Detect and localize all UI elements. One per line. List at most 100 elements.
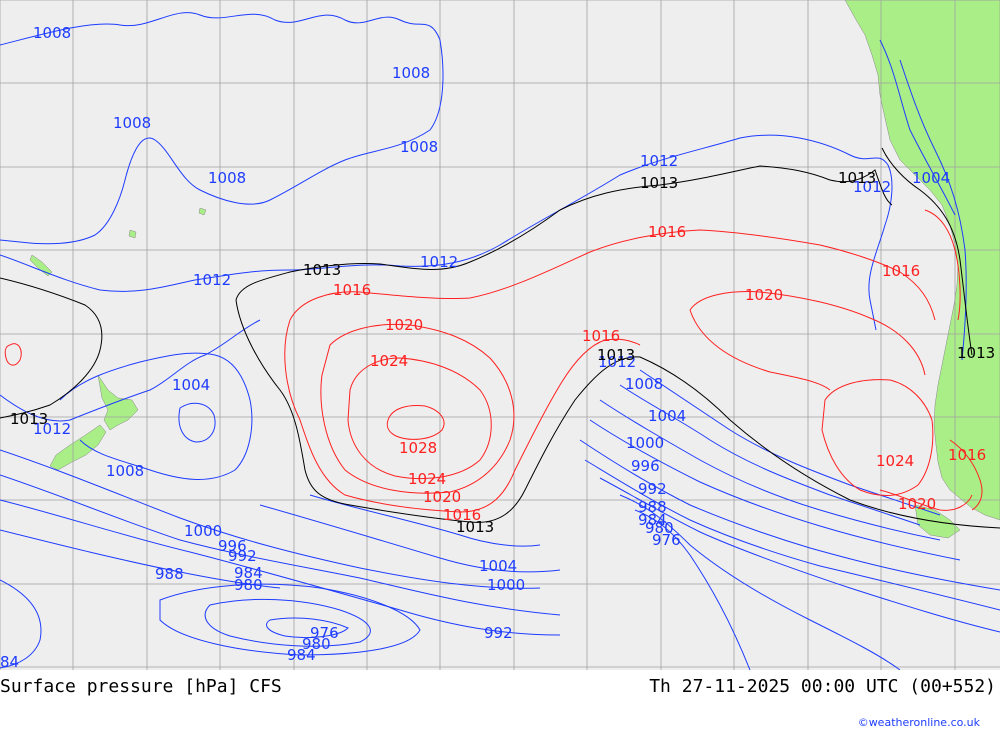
land-new-zealand-north bbox=[97, 374, 139, 431]
label-1004: 1004 bbox=[912, 169, 950, 187]
isobar-984-south bbox=[159, 583, 421, 656]
isobar-1016-chile bbox=[924, 209, 961, 321]
label-1028: 1028 bbox=[399, 439, 437, 457]
ocean-background bbox=[0, 0, 1000, 670]
isobar-1013-west bbox=[0, 277, 103, 419]
label-1013: 1013 bbox=[957, 344, 995, 362]
label-1008: 1008 bbox=[625, 375, 663, 393]
isobar-996-south bbox=[0, 474, 561, 616]
label-1008: 1008 bbox=[113, 114, 151, 132]
label-1024: 1024 bbox=[876, 452, 914, 470]
label-1013: 1013 bbox=[456, 518, 494, 536]
map-svg: 60E170E180170W160W150W140W130W120W110W10… bbox=[0, 0, 1000, 670]
label-984: 984 bbox=[287, 646, 316, 664]
label-1024: 1024 bbox=[370, 352, 408, 370]
isobar-1012-north bbox=[0, 134, 893, 331]
isobar-1020-east-loop bbox=[689, 309, 831, 391]
isobar-1008-east bbox=[639, 369, 941, 516]
isobar-1004-east bbox=[619, 384, 921, 526]
chart-title: Surface pressure [hPa] CFS bbox=[0, 676, 282, 697]
label-1008: 1008 bbox=[392, 64, 430, 82]
isobar-1004-south bbox=[259, 504, 561, 573]
label-1013: 1013 bbox=[640, 174, 678, 192]
label-984: 984 bbox=[638, 511, 667, 529]
isobar-992-south bbox=[0, 499, 561, 636]
isobar-labels: 1008 1008 1008 1008 1008 1008 1008 1012 … bbox=[0, 24, 995, 670]
isobar-1000-south bbox=[0, 449, 541, 589]
label-1008: 1008 bbox=[33, 24, 71, 42]
isobar-1008-andes bbox=[879, 39, 956, 216]
isobar-1020-patagonia bbox=[879, 489, 973, 511]
isobar-1016-patagonia bbox=[949, 439, 983, 511]
label-984: 984 bbox=[234, 564, 263, 582]
label-1004: 1004 bbox=[648, 407, 686, 425]
label-1013: 1013 bbox=[10, 410, 48, 428]
label-1013: 1013 bbox=[838, 169, 876, 187]
isobars-reference bbox=[0, 147, 1000, 529]
label-1020: 1020 bbox=[423, 488, 461, 506]
label-1000: 1000 bbox=[487, 576, 525, 594]
label-1020: 1020 bbox=[385, 316, 423, 334]
label-1000: 1000 bbox=[184, 522, 222, 540]
land-south-america bbox=[844, 0, 1000, 521]
isobar-1013-center bbox=[235, 299, 1000, 529]
label-980: 980 bbox=[645, 519, 674, 537]
label-976: 976 bbox=[310, 624, 339, 642]
label-996: 996 bbox=[218, 537, 247, 555]
isobar-996-east bbox=[589, 419, 961, 561]
isobar-1024-east bbox=[821, 379, 934, 496]
isobar-988-east bbox=[584, 459, 1000, 611]
label-1012: 1012 bbox=[193, 271, 231, 289]
isobar-1024-central bbox=[347, 357, 492, 480]
label-980: 980 bbox=[302, 635, 331, 653]
label-992: 992 bbox=[228, 547, 257, 565]
label-1020: 1020 bbox=[745, 286, 783, 304]
label-988: 988 bbox=[638, 498, 667, 516]
land-new-caledonia bbox=[29, 254, 53, 277]
label-1016: 1016 bbox=[648, 223, 686, 241]
isobar-1008-northwest bbox=[0, 12, 444, 245]
lat-lon-grid bbox=[0, 0, 1000, 670]
isobar-1020-east bbox=[689, 291, 926, 376]
isobar-1008-south bbox=[309, 494, 541, 547]
label-1013: 1013 bbox=[303, 261, 341, 279]
label-1000: 1000 bbox=[626, 434, 664, 452]
isobar-976-south bbox=[266, 617, 349, 639]
isobar-984-southwest bbox=[0, 579, 42, 669]
label-1008: 1008 bbox=[208, 169, 246, 187]
isobar-984-east bbox=[599, 477, 1000, 633]
label-1016: 1016 bbox=[882, 262, 920, 280]
label-1016: 1016 bbox=[582, 327, 620, 345]
land-vanuatu bbox=[128, 229, 137, 239]
label-988: 988 bbox=[155, 565, 184, 583]
isobar-1004-nz-low bbox=[178, 402, 216, 443]
label-1020: 1020 bbox=[898, 495, 936, 513]
pressure-map: 60E170E180170W160W150W140W130W120W110W10… bbox=[0, 0, 1000, 670]
land-fiji bbox=[198, 207, 207, 216]
land-new-zealand-south bbox=[49, 424, 107, 471]
label-1012: 1012 bbox=[33, 420, 71, 438]
isobar-1013-north bbox=[235, 165, 893, 301]
isobars-high bbox=[4, 209, 983, 513]
isobar-1016-west bbox=[4, 343, 22, 366]
label-1012: 1012 bbox=[640, 152, 678, 170]
label-1008: 1008 bbox=[106, 462, 144, 480]
isobar-980-south bbox=[204, 598, 371, 647]
isobar-992-east bbox=[579, 439, 1000, 591]
credit-link[interactable]: ©weatheronline.co.uk bbox=[857, 716, 980, 729]
label-1013: 1013 bbox=[597, 346, 635, 364]
label-1016: 1016 bbox=[948, 446, 986, 464]
isobar-976-east bbox=[634, 509, 751, 670]
label-976: 976 bbox=[652, 531, 681, 549]
label-980: 980 bbox=[234, 576, 263, 594]
isobar-980-east bbox=[619, 494, 901, 670]
label-1024: 1024 bbox=[408, 470, 446, 488]
label-1012: 1012 bbox=[853, 178, 891, 196]
isobar-1012-pacific-south bbox=[0, 319, 261, 422]
label-1012: 1012 bbox=[598, 353, 636, 371]
label-1008: 1008 bbox=[400, 138, 438, 156]
label-996: 996 bbox=[631, 457, 660, 475]
label-992: 992 bbox=[638, 480, 667, 498]
isobar-1020-central bbox=[320, 323, 515, 494]
label-1012: 1012 bbox=[420, 253, 458, 271]
